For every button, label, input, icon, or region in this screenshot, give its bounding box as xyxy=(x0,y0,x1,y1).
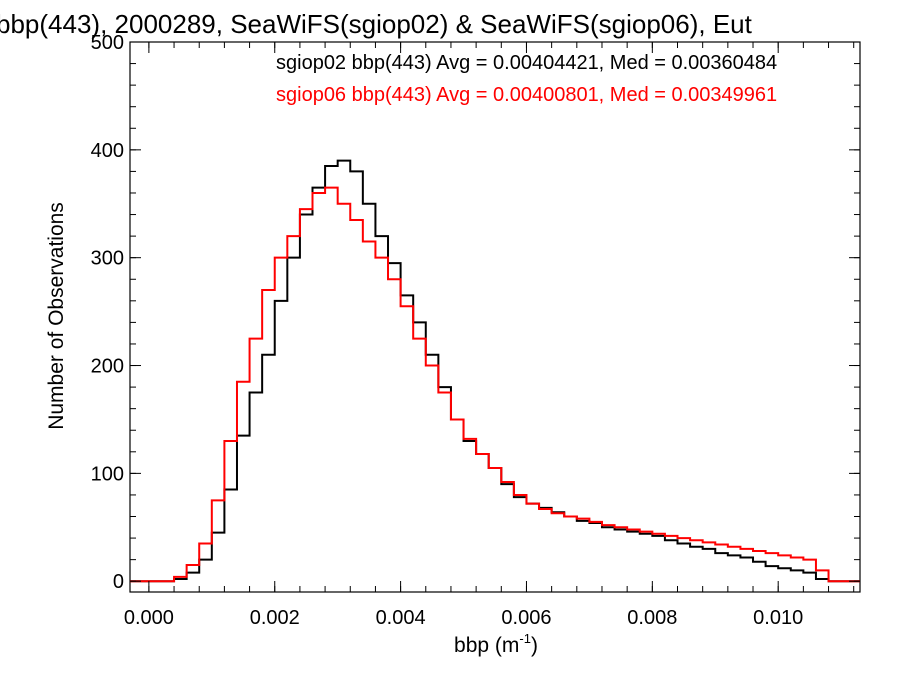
series-1-line xyxy=(130,186,860,583)
x-tick-label: 0.002 xyxy=(250,607,300,629)
y-tick-label: 200 xyxy=(91,356,124,378)
plot-frame xyxy=(129,41,861,593)
y-axis-label: Number of Observations xyxy=(45,202,68,430)
x-tick-label: 0.006 xyxy=(501,607,551,629)
y-tick-label: 0 xyxy=(113,571,124,593)
legend-entry-sgiop02: sgiop02 bbp(443) Avg = 0.00404421, Med =… xyxy=(276,52,777,74)
series-layer xyxy=(130,159,860,583)
y-tick-label: 300 xyxy=(91,248,124,270)
legend-entry-sgiop06: sgiop06 bbp(443) Avg = 0.00400801, Med =… xyxy=(276,84,777,106)
chart-title: bbp(443), 2000289, SeaWiFS(sgiop02) & Se… xyxy=(0,9,753,39)
axes-frame xyxy=(129,41,861,593)
x-tick-label: 0.008 xyxy=(627,607,677,629)
series-0-line xyxy=(130,159,860,583)
x-tick-label: 0.004 xyxy=(376,607,426,629)
x-tick-label: 0.010 xyxy=(753,607,803,629)
x-axis-label-main: bbp (m xyxy=(454,634,519,657)
y-tick-label: 500 xyxy=(91,32,124,54)
y-tick-label: 100 xyxy=(91,463,124,485)
x-axis-label-close: ) xyxy=(531,634,538,657)
y-tick-label: 400 xyxy=(91,140,124,162)
ticks-layer: 0.000 0.002 0.004 0.006 0.008 0.010 0 100 200 300… xyxy=(91,32,860,629)
x-tick-label: 0.000 xyxy=(124,607,174,629)
x-axis-label: bbp (m-1) xyxy=(454,631,538,657)
x-axis-label-superscript: -1 xyxy=(519,631,531,646)
